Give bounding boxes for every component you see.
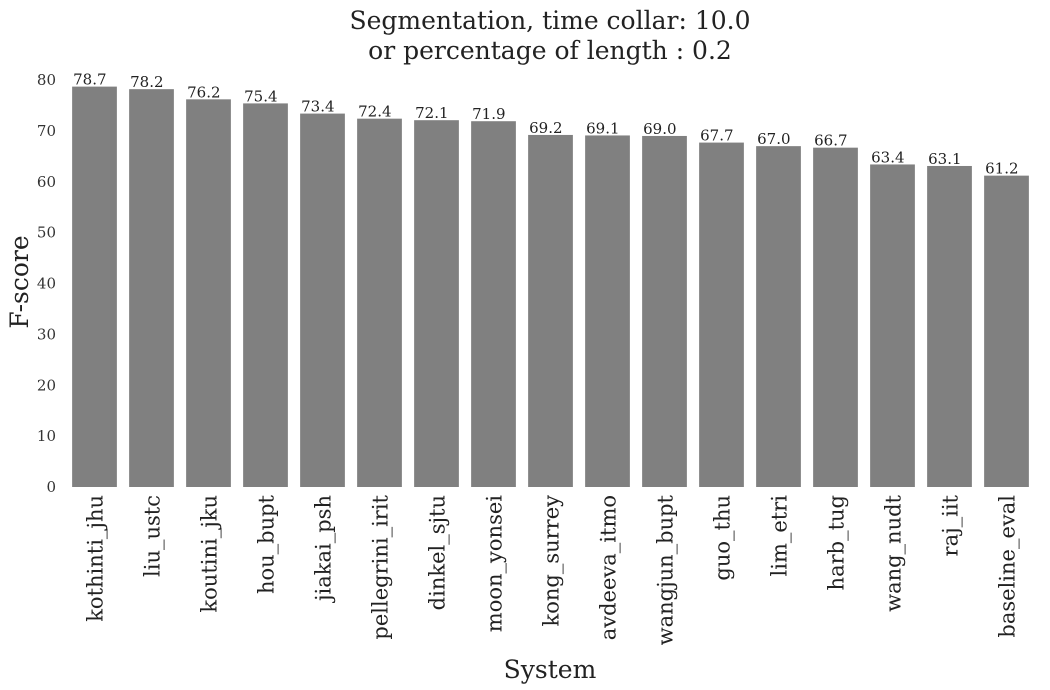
data-label: 67.0 [757,130,790,148]
bar [642,135,687,487]
bar [813,147,858,487]
x-tick-label: liu_ustc [141,495,165,577]
y-axis-ticks: 0 10 20 30 40 50 60 70 80 [37,71,56,496]
x-tick-label: guo_thu [711,495,735,581]
data-label: 73.4 [301,98,334,116]
x-tick-label: kothinti_jhu [84,495,108,622]
bar [984,175,1029,487]
y-tick-label: 50 [37,224,56,242]
x-tick-label: harb_tug [825,495,849,590]
data-label: 72.1 [415,104,448,122]
data-label: 61.2 [985,160,1018,178]
x-tick-label: pellegrini_irit [369,494,393,639]
bar [528,134,573,487]
data-label: 76.2 [187,83,220,101]
bar [300,113,345,487]
data-label: 75.4 [244,87,277,105]
data-label: 63.4 [871,148,904,166]
y-tick-label: 80 [37,71,56,89]
x-tick-label: jiakai_psh [312,495,336,604]
y-axis-label: F-score [5,235,34,328]
x-tick-label: baseline_eval [996,495,1020,638]
data-label: 69.0 [643,120,676,138]
x-axis-label: System [504,655,597,684]
chart-title: Segmentation, time collar: 10.0 [350,6,751,35]
bar [186,99,231,487]
bar [72,86,117,488]
data-labels-group: 78.7 78.2 76.2 75.4 73.4 72.4 72.1 71.9 69.2 69.1… [73,71,1018,178]
x-tick-label: wangjun_bupt [654,494,678,645]
x-tick-label: hou_bupt [255,494,279,594]
y-tick-label: 40 [37,275,56,293]
x-tick-label: lim_etri [768,495,792,577]
bar [699,142,744,487]
bar [129,89,174,487]
x-tick-label: raj_iit [939,494,963,556]
data-label: 78.7 [73,71,106,89]
chart-subtitle: or percentage of length : 0.2 [368,36,732,65]
y-tick-label: 10 [37,427,56,445]
y-tick-label: 20 [37,376,56,394]
data-label: 69.1 [586,119,619,137]
bar [927,165,972,488]
data-label: 78.2 [130,73,163,91]
x-tick-label: wang_nudt [882,494,906,611]
bar [414,120,459,487]
x-tick-label: dinkel_sjtu [426,495,450,610]
x-tick-label: kong_surrey [540,495,564,627]
data-label: 72.4 [358,103,391,121]
x-tick-label: moon_yonsei [483,495,507,632]
bars-group [72,86,1029,488]
y-tick-label: 60 [37,173,56,191]
data-label: 67.7 [700,127,733,145]
chart-title-group: Segmentation, time collar: 10.0 or perce… [350,6,751,65]
data-label: 71.9 [472,105,505,123]
x-tick-label: koutini_jku [198,495,222,613]
bar [243,103,288,488]
bar [756,146,801,487]
bar [870,164,915,487]
data-label: 63.1 [928,150,961,168]
bar [585,135,630,487]
y-tick-label: 70 [37,122,56,140]
data-label: 69.2 [529,119,562,137]
x-tick-label: avdeeva_itmo [597,495,621,640]
data-label: 66.7 [814,132,847,150]
y-tick-label: 0 [46,478,56,496]
y-tick-label: 30 [37,325,56,343]
bar [357,118,402,487]
x-axis-ticks: kothinti_jhu liu_ustc koutini_jku hou_bupt j… [84,494,1020,645]
bar [471,121,516,488]
